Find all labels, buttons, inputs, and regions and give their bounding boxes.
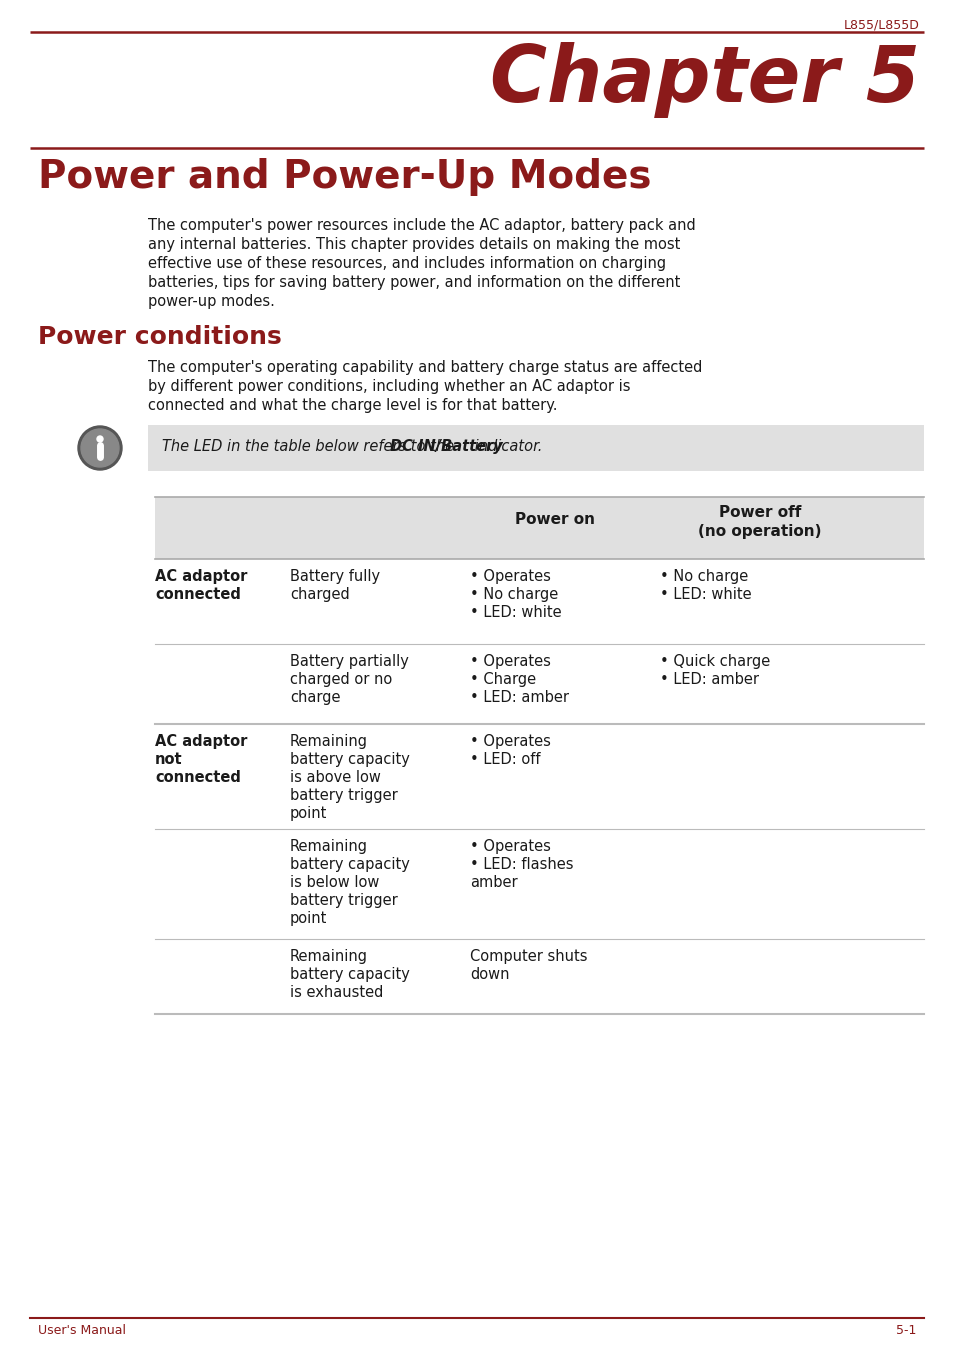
Text: • Operates: • Operates xyxy=(470,734,550,749)
Text: by different power conditions, including whether an AC adaptor is: by different power conditions, including… xyxy=(148,379,630,394)
Circle shape xyxy=(78,426,122,469)
Text: AC adaptor: AC adaptor xyxy=(154,569,247,584)
Text: Power and Power-Up Modes: Power and Power-Up Modes xyxy=(38,157,651,196)
Text: battery trigger: battery trigger xyxy=(290,893,397,908)
Bar xyxy=(154,498,923,560)
Text: is above low: is above low xyxy=(290,769,380,785)
Text: L855/L855D: L855/L855D xyxy=(843,17,919,31)
Text: indicator.: indicator. xyxy=(470,438,542,455)
Text: • No charge: • No charge xyxy=(470,586,558,603)
Text: Power off: Power off xyxy=(718,504,801,521)
Bar xyxy=(148,425,923,471)
Text: is exhausted: is exhausted xyxy=(290,985,383,999)
Text: Power on: Power on xyxy=(515,512,595,527)
Text: • Operates: • Operates xyxy=(470,569,550,584)
Text: amber: amber xyxy=(470,876,517,890)
Text: point: point xyxy=(290,911,327,925)
Text: The computer's operating capability and battery charge status are affected: The computer's operating capability and … xyxy=(148,360,701,375)
Text: connected: connected xyxy=(154,769,240,785)
Text: • LED: flashes: • LED: flashes xyxy=(470,857,573,872)
Text: 5-1: 5-1 xyxy=(895,1323,915,1337)
Text: (no operation): (no operation) xyxy=(698,525,821,539)
Text: • LED: white: • LED: white xyxy=(659,586,751,603)
Text: DC IN/Battery: DC IN/Battery xyxy=(389,438,502,455)
Text: AC adaptor: AC adaptor xyxy=(154,734,247,749)
Text: Remaining: Remaining xyxy=(290,950,368,964)
Text: • Charge: • Charge xyxy=(470,672,536,687)
Text: Computer shuts: Computer shuts xyxy=(470,950,587,964)
Text: Battery fully: Battery fully xyxy=(290,569,379,584)
Text: • LED: white: • LED: white xyxy=(470,605,561,620)
Text: The computer's power resources include the AC adaptor, battery pack and: The computer's power resources include t… xyxy=(148,218,695,233)
Text: The LED in the table below refers to the: The LED in the table below refers to the xyxy=(162,438,458,455)
Text: battery capacity: battery capacity xyxy=(290,967,410,982)
Text: Chapter 5: Chapter 5 xyxy=(490,42,919,118)
Text: battery trigger: battery trigger xyxy=(290,788,397,803)
Text: batteries, tips for saving battery power, and information on the different: batteries, tips for saving battery power… xyxy=(148,274,679,291)
Text: • Quick charge: • Quick charge xyxy=(659,654,769,668)
Text: Battery partially: Battery partially xyxy=(290,654,409,668)
Text: • LED: amber: • LED: amber xyxy=(470,690,568,705)
Circle shape xyxy=(81,429,119,467)
Text: • Operates: • Operates xyxy=(470,839,550,854)
Text: connected: connected xyxy=(154,586,240,603)
Text: point: point xyxy=(290,806,327,820)
Text: down: down xyxy=(470,967,509,982)
Text: Remaining: Remaining xyxy=(290,734,368,749)
Text: not: not xyxy=(154,752,182,767)
Text: charged: charged xyxy=(290,586,350,603)
Text: charged or no: charged or no xyxy=(290,672,392,687)
Text: User's Manual: User's Manual xyxy=(38,1323,126,1337)
Text: Power conditions: Power conditions xyxy=(38,325,281,348)
Text: connected and what the charge level is for that battery.: connected and what the charge level is f… xyxy=(148,398,557,413)
Text: • No charge: • No charge xyxy=(659,569,747,584)
Text: charge: charge xyxy=(290,690,340,705)
Circle shape xyxy=(97,436,103,443)
Text: Remaining: Remaining xyxy=(290,839,368,854)
Text: power-up modes.: power-up modes. xyxy=(148,295,274,309)
Text: • LED: off: • LED: off xyxy=(470,752,540,767)
Text: battery capacity: battery capacity xyxy=(290,857,410,872)
Text: is below low: is below low xyxy=(290,876,379,890)
Text: battery capacity: battery capacity xyxy=(290,752,410,767)
Text: • LED: amber: • LED: amber xyxy=(659,672,759,687)
Text: • Operates: • Operates xyxy=(470,654,550,668)
Text: any internal batteries. This chapter provides details on making the most: any internal batteries. This chapter pro… xyxy=(148,237,679,252)
Text: effective use of these resources, and includes information on charging: effective use of these resources, and in… xyxy=(148,256,665,270)
